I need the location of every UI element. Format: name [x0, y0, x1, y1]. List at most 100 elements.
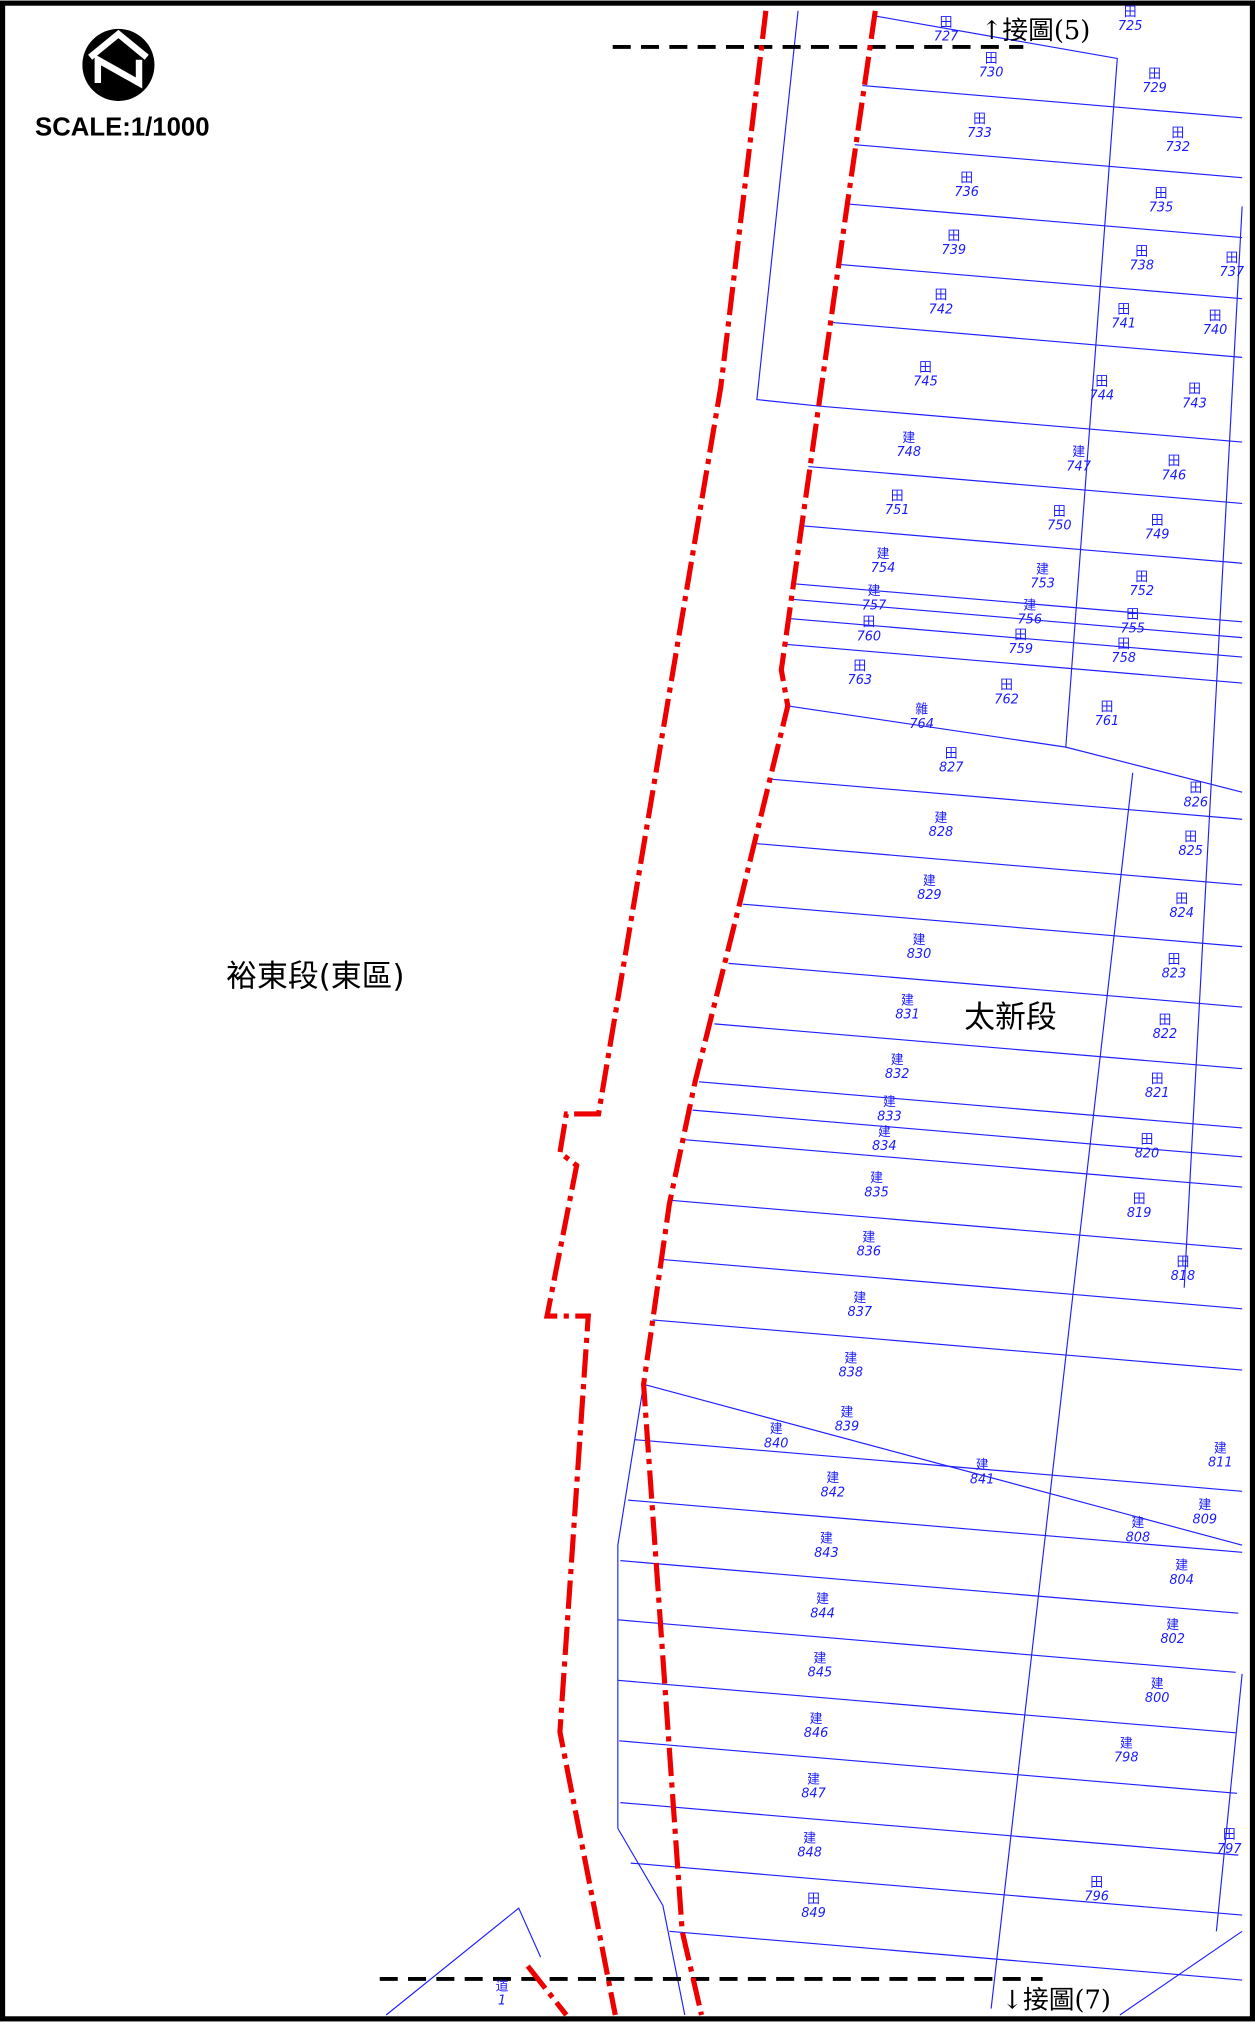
- parcel-number: 761: [1095, 714, 1120, 729]
- parcel-boundary: [808, 465, 1243, 504]
- parcel-number: 744: [1090, 389, 1115, 404]
- parcel-number: 764: [909, 717, 934, 732]
- parcel-use: 田: [1014, 628, 1027, 643]
- parcel-number: 748: [896, 445, 921, 460]
- parcel-use: 建: [1120, 1736, 1133, 1751]
- parcel-use: 田: [1117, 302, 1130, 317]
- parcel-use: 建: [770, 1422, 783, 1437]
- parcel-number: 754: [871, 561, 896, 576]
- parcel-use: 田: [960, 171, 973, 186]
- parcel-use: 田: [1151, 1072, 1164, 1087]
- parcel-use: 建: [814, 1651, 827, 1666]
- parcel-use: 田: [1117, 637, 1130, 652]
- parcel-label: 道1: [496, 1980, 509, 2009]
- parcel-use: 建: [883, 1095, 896, 1110]
- parcel-use: 建: [810, 1712, 823, 1727]
- parcel-number: 825: [1178, 844, 1203, 859]
- parcel-boundary: [669, 1199, 1243, 1250]
- parcel-use: 建: [1151, 1677, 1164, 1692]
- section-boundary: [543, 10, 769, 2016]
- parcel-use: 建: [820, 1532, 833, 1547]
- parcel-boundary: [875, 15, 1118, 748]
- parcel-use: 田: [1223, 1828, 1236, 1843]
- parcel-number: 836: [857, 1245, 882, 1260]
- parcel-number: 746: [1162, 468, 1187, 483]
- parcel-boundary: [756, 843, 1243, 886]
- parcel-use: 田: [934, 288, 947, 303]
- parcel-use: 建: [803, 1832, 816, 1847]
- parcel-use: 建: [1214, 1442, 1227, 1457]
- parcel-use: 建: [901, 994, 914, 1009]
- parcel-number: 753: [1030, 577, 1055, 592]
- parcel-number: 820: [1135, 1147, 1160, 1162]
- parcel-boundary: [862, 84, 1243, 119]
- parcel-number: 800: [1145, 1691, 1170, 1706]
- parcel-boundary: [634, 1439, 1243, 1492]
- parcel-number: 752: [1129, 584, 1154, 599]
- parcel-use: 田: [1155, 187, 1168, 202]
- parcel-boundary: [617, 1679, 1236, 1734]
- parcel-boundary: [1119, 1930, 1243, 2016]
- parcel-number: 828: [929, 825, 954, 840]
- parcel-use: 田: [947, 229, 960, 244]
- parcel-number: 725: [1118, 19, 1143, 34]
- parcel-number: 742: [929, 302, 954, 317]
- parcel-use: 建: [1198, 1498, 1211, 1513]
- parcel-number: 841: [970, 1472, 995, 1487]
- parcel-use: 田: [1135, 244, 1148, 259]
- parcel-number: 737: [1220, 265, 1245, 280]
- parcel-use: 田: [853, 659, 866, 674]
- parcel-boundary: [617, 1384, 686, 2016]
- scale-label: SCALE:1/1000: [35, 114, 210, 142]
- parcel-number: 831: [895, 1008, 920, 1023]
- parcel-number: 819: [1127, 1206, 1152, 1221]
- parcel-number: 796: [1084, 1889, 1109, 1904]
- parcel-use: 建: [816, 1592, 829, 1607]
- parcel-number: 839: [835, 1420, 860, 1435]
- parcel-number: 743: [1182, 396, 1207, 411]
- parcel-use: 建: [976, 1458, 989, 1473]
- parcel-boundary: [714, 1023, 1243, 1070]
- parcel-number: 727: [934, 29, 959, 44]
- parcel-number: 849: [801, 1906, 826, 1921]
- link-south: ↓接圖(7): [1001, 1986, 1110, 2016]
- parcel-number: 762: [994, 692, 1019, 707]
- parcel-use: 田: [1133, 1192, 1146, 1207]
- parcel-use: 建: [878, 1125, 891, 1140]
- parcel-use: 建: [902, 431, 915, 446]
- parcel-use: 建: [862, 1230, 875, 1245]
- parcel-number: 843: [814, 1546, 839, 1561]
- parcel-number: 798: [1114, 1750, 1139, 1765]
- parcel-boundary: [698, 1081, 1243, 1129]
- parcel-boundary: [684, 1139, 1243, 1188]
- parcel-use: 建: [1166, 1618, 1179, 1633]
- parcel-use: 田: [1188, 382, 1201, 397]
- parcel-number: 818: [1171, 1269, 1196, 1284]
- parcel-number: 824: [1169, 906, 1194, 921]
- parcel-number: 847: [801, 1786, 826, 1801]
